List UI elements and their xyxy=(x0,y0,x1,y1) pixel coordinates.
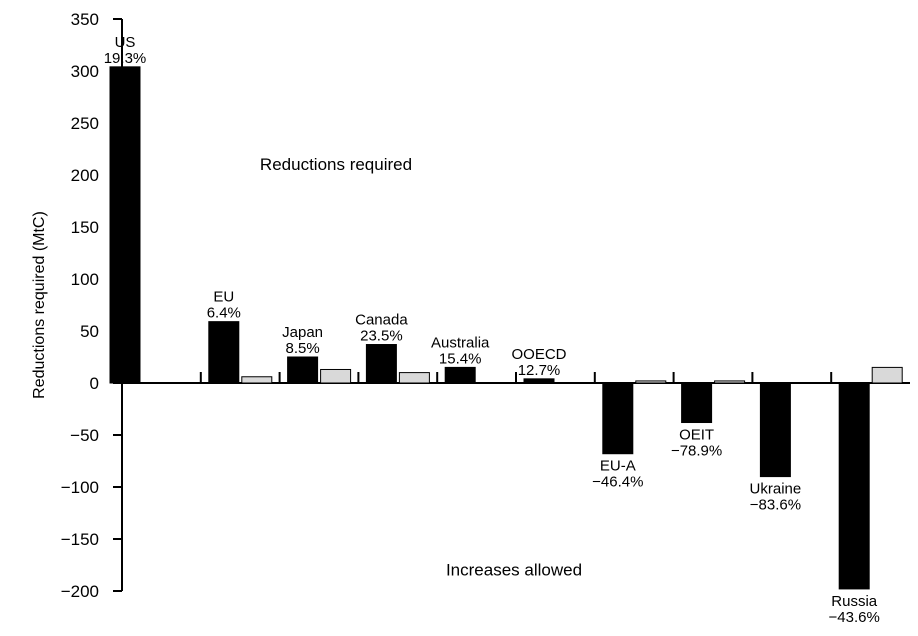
bar-canada-black xyxy=(365,344,397,384)
bar-label-oeit-name: OEIT xyxy=(679,427,714,444)
bar-label-japan-name: Japan xyxy=(282,324,323,341)
y-tick-label: 0 xyxy=(90,374,99,393)
y-tick-label: 150 xyxy=(71,218,99,237)
y-tick-label: −100 xyxy=(61,478,99,497)
y-tick-label: 200 xyxy=(71,166,99,185)
y-tick-label: 100 xyxy=(71,270,99,289)
bar-japan-black xyxy=(287,356,319,384)
y-tick-label: 300 xyxy=(71,62,99,81)
bar-label-eu-a-name: EU-A xyxy=(600,458,636,475)
bar-canada-grey xyxy=(398,372,430,384)
bar-russia-black xyxy=(838,382,870,590)
bar-oeit-grey xyxy=(714,380,746,384)
bar-label-us-name: US xyxy=(115,34,136,51)
y-tick-label: 50 xyxy=(80,322,99,341)
y-tick-label: 250 xyxy=(71,114,99,133)
bar-label-canada-name: Canada xyxy=(355,312,408,329)
annotation-reductions: Reductions required xyxy=(260,155,412,174)
bar-label-us-percent: 19.3% xyxy=(104,50,147,67)
y-ticks: 350 300 250 200 150 100 50 0 −50 −100 −150 −200 xyxy=(61,10,122,601)
bar-label-ukraine-name: Ukraine xyxy=(750,481,802,498)
bar-label-ooecd-percent: 12.7% xyxy=(518,362,561,379)
bar-label-eu-percent: 6.4% xyxy=(207,305,241,322)
bar-label-canada-percent: 23.5% xyxy=(360,328,403,345)
y-axis-title: Reductions required (MtC) xyxy=(31,211,48,399)
bar-label-russia-percent: −43.6% xyxy=(829,609,880,626)
category-separators xyxy=(199,372,833,383)
y-tick-label: 350 xyxy=(71,10,99,29)
bar-label-ooecd-name: OOECD xyxy=(511,346,566,363)
y-tick-label: −50 xyxy=(70,426,99,445)
bar-oeit-black xyxy=(681,382,713,424)
y-tick-label: −200 xyxy=(61,582,99,601)
bar-label-eu-name: EU xyxy=(213,289,234,306)
bar-label-australia-percent: 15.4% xyxy=(439,350,482,367)
bar-label-eu-a-percent: −46.4% xyxy=(592,474,643,491)
bar-ooecd-black xyxy=(523,378,555,384)
bar-eu-a-black xyxy=(602,382,634,455)
bars xyxy=(109,66,903,590)
bar-label-oeit-percent: −78.9% xyxy=(671,443,722,460)
bar-russia-grey xyxy=(871,366,903,384)
bar-eu-a-grey xyxy=(635,380,667,384)
bar-australia-black xyxy=(444,366,476,384)
bar-label-australia-name: Australia xyxy=(431,334,490,351)
bar-eu-black xyxy=(208,321,240,384)
annotation-increases: Increases allowed xyxy=(446,560,582,579)
bar-eu-grey xyxy=(241,376,273,384)
bar-label-russia-name: Russia xyxy=(831,593,878,610)
bar-label-ukraine-percent: −83.6% xyxy=(750,497,801,514)
y-tick-label: −150 xyxy=(61,530,99,549)
bar-japan-grey xyxy=(320,368,352,384)
bar-ukraine-black xyxy=(759,382,791,478)
bar-us-black xyxy=(109,66,141,384)
bar-label-japan-percent: 8.5% xyxy=(285,340,319,357)
